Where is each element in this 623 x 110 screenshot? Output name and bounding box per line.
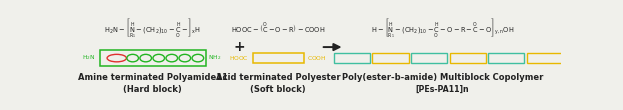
Text: Amine terminated Polyamide11: Amine terminated Polyamide11 <box>78 73 228 82</box>
Text: (Soft block): (Soft block) <box>250 85 306 94</box>
Bar <box>253 53 303 63</box>
Text: [PEs-PA11]n: [PEs-PA11]n <box>416 85 469 94</box>
Bar <box>411 53 447 63</box>
Bar <box>488 53 525 63</box>
Bar <box>100 50 206 66</box>
Bar <box>373 53 409 63</box>
Bar <box>527 53 563 63</box>
Text: Acid terminated Polyester: Acid terminated Polyester <box>216 73 341 82</box>
Text: (Hard block): (Hard block) <box>123 85 182 94</box>
Text: $\mathrm{COOH}$: $\mathrm{COOH}$ <box>308 54 327 62</box>
Text: $\mathrm{HOOC}$: $\mathrm{HOOC}$ <box>229 54 249 62</box>
Text: $\mathrm{NH_2}$: $\mathrm{NH_2}$ <box>207 53 221 62</box>
Text: +: + <box>234 40 245 54</box>
Bar <box>334 53 370 63</box>
Text: $\mathrm{H_2N-\left[\underset{R_1}{\overset{H}{N}}-\left(CH_2\right)_{10}-\overs: $\mathrm{H_2N-\left[\underset{R_1}{\over… <box>104 16 201 39</box>
Bar <box>450 53 486 63</box>
Text: $\mathrm{H_2N}$: $\mathrm{H_2N}$ <box>82 53 95 62</box>
Text: $\mathrm{H-\left[\underset{R_1}{\overset{H}{N}}-\left(CH_2\right)_{10}-\overset{: $\mathrm{H-\left[\underset{R_1}{\overset… <box>371 16 514 39</box>
Text: $\mathrm{HOOC-\left(\overset{O}{C}-O-R\right)-COOH}$: $\mathrm{HOOC-\left(\overset{O}{C}-O-R\r… <box>231 20 325 35</box>
Text: Poly(ester-b-amide) Multiblock Copolymer: Poly(ester-b-amide) Multiblock Copolymer <box>342 73 543 82</box>
